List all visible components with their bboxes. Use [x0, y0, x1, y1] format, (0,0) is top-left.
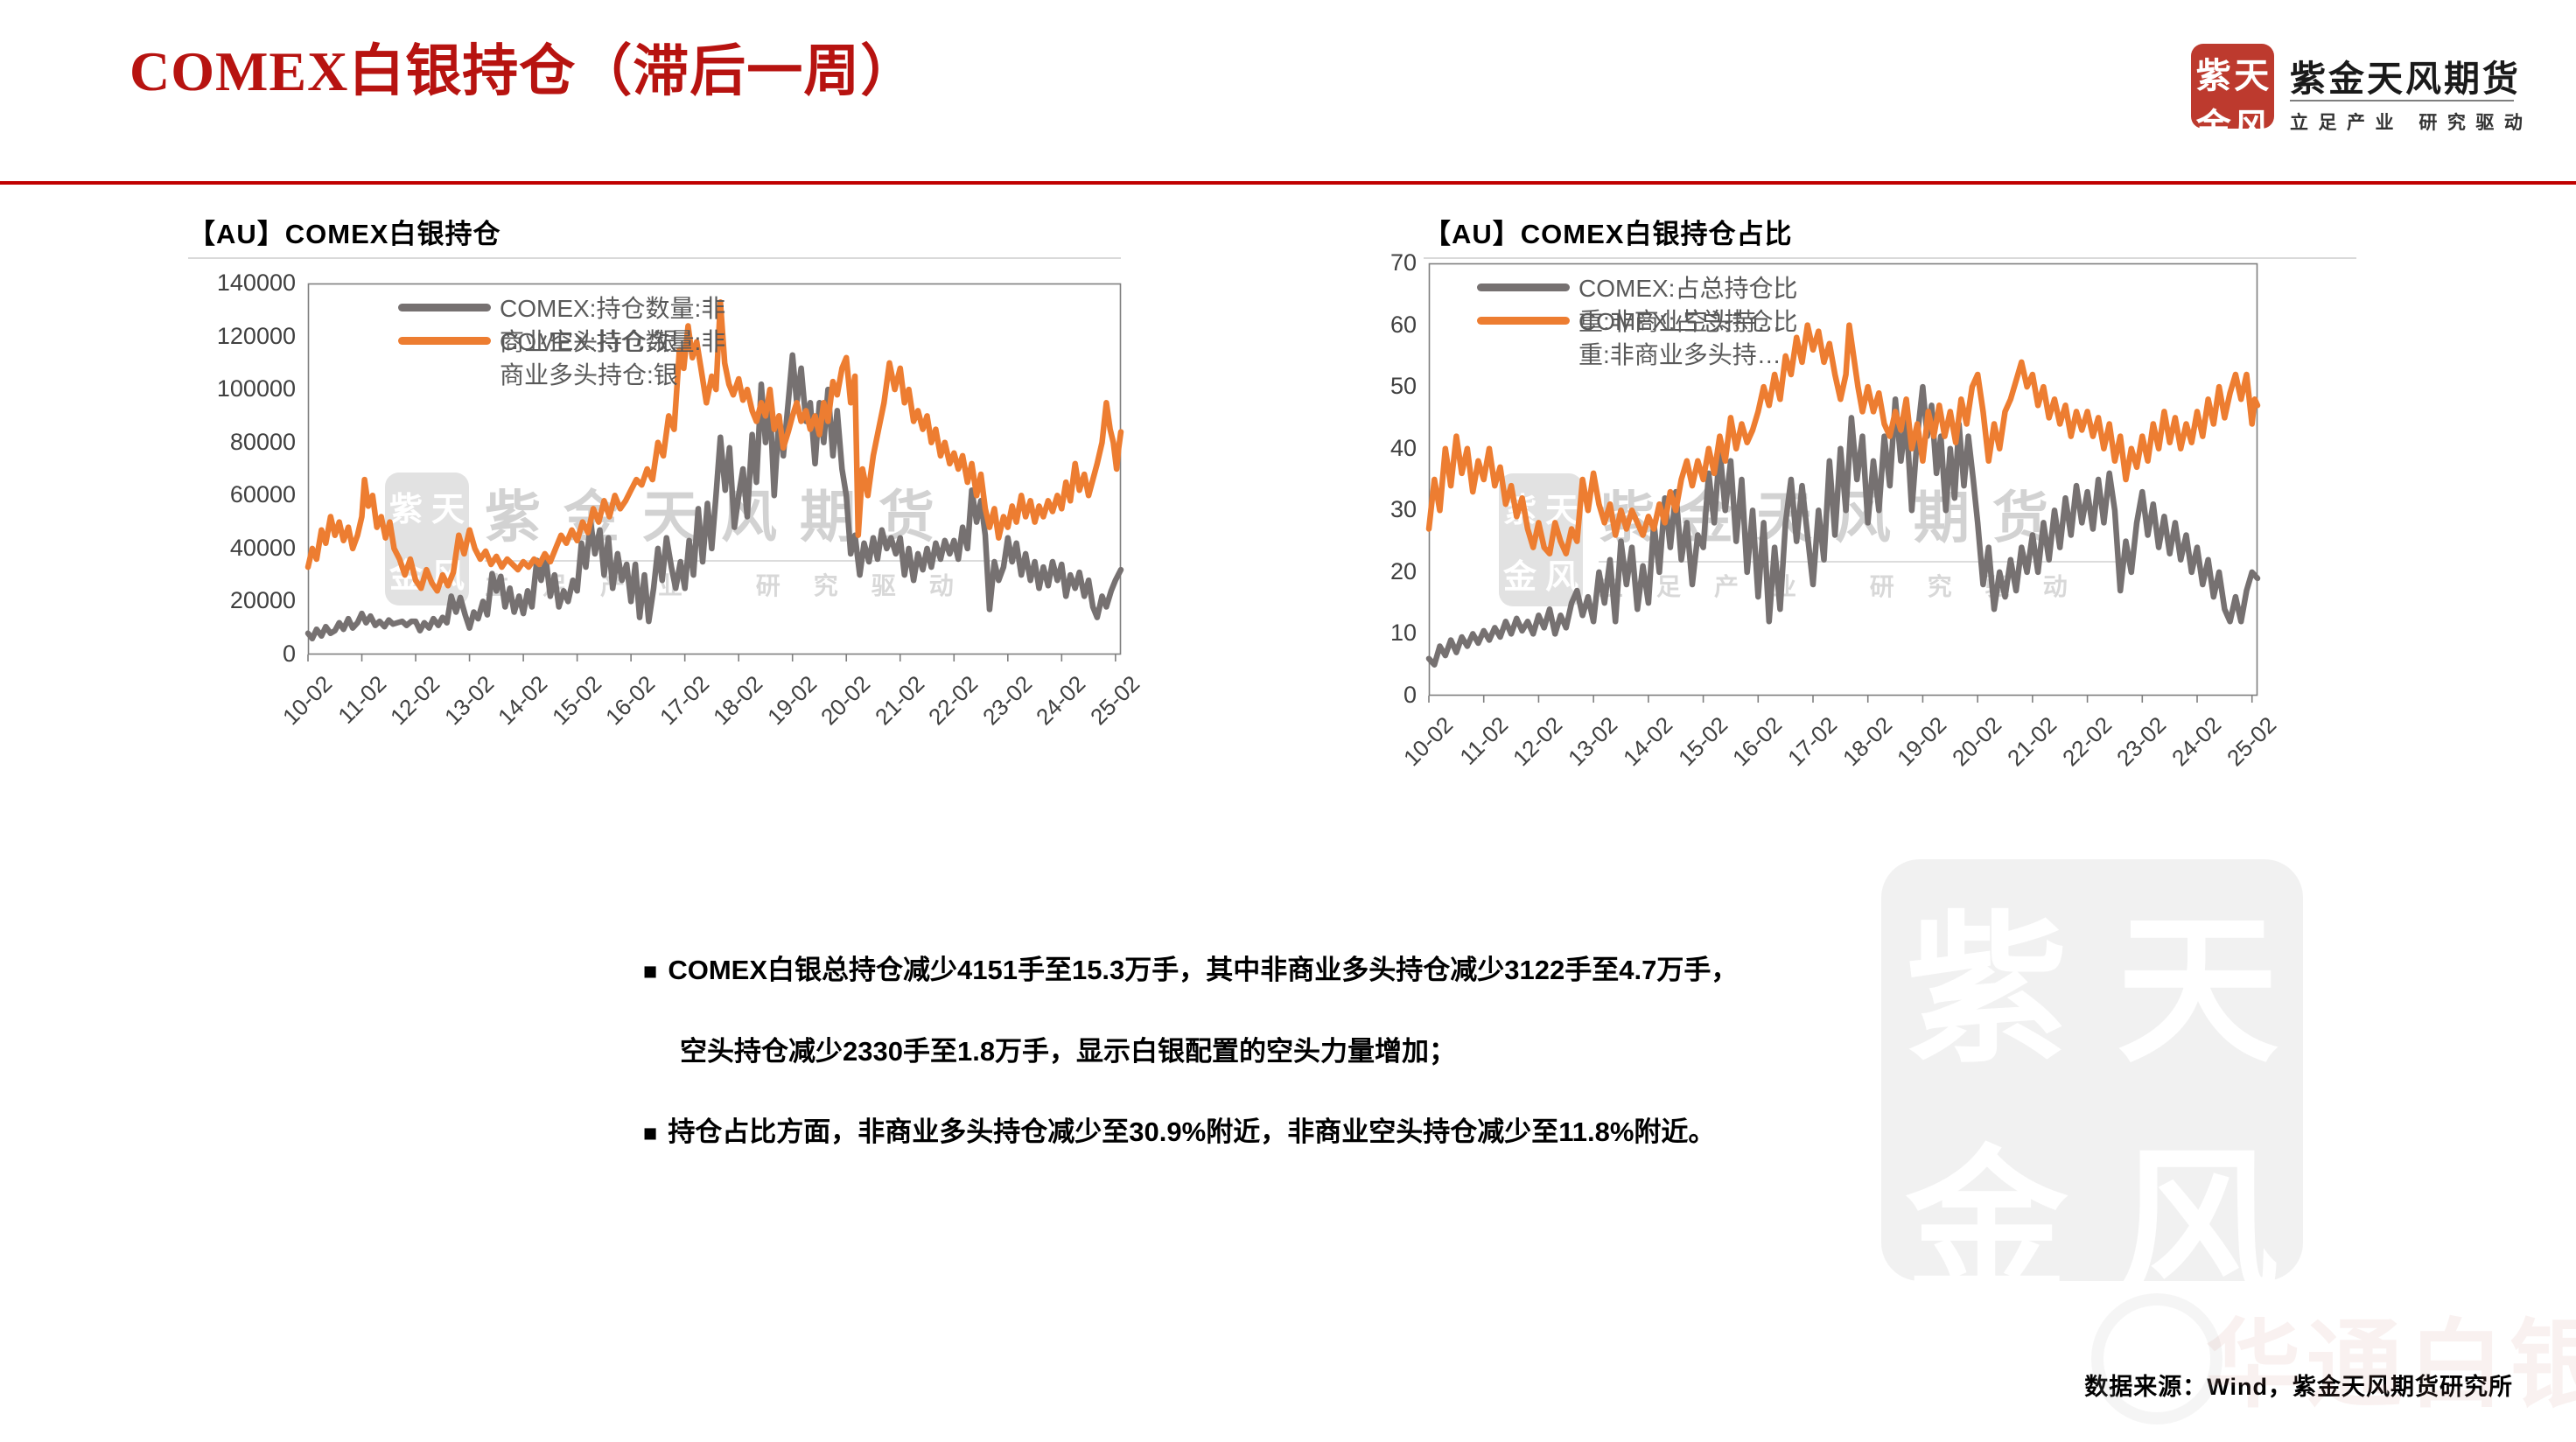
- bullet-1-line-2: 空头持仓减少2330手至1.8万手，显示白银配置的空头力量增加；: [680, 1036, 1457, 1067]
- x-tick-label: 12-02: [385, 670, 445, 731]
- seal-char: 风: [2234, 107, 2270, 146]
- y-tick-label: 30: [1390, 496, 1417, 523]
- site-watermark: 华通白银网: [2205, 1312, 2576, 1419]
- legend-label: COMEX:占总持仓比 重:非商业多头持…: [1578, 308, 1798, 368]
- chart2-title: 【AU】COMEX白银持仓占比: [1424, 219, 1793, 249]
- y-tick-label: 120000: [216, 322, 296, 349]
- brand-divider: [2290, 100, 2514, 102]
- x-tick-label: 24-02: [1031, 670, 1091, 731]
- x-tick-label: 25-02: [2221, 711, 2281, 772]
- x-tick-label: 11-02: [1454, 711, 1513, 770]
- x-tick-label: 10-02: [1397, 711, 1459, 772]
- legend-swatch-long_orange: [1477, 317, 1570, 325]
- x-tick-label: 18-02: [1837, 711, 1897, 772]
- x-tick-label: 13-02: [438, 670, 499, 731]
- brand-slogan: 立足产业 研究驱动: [2290, 113, 2533, 133]
- chart1-title-underline: [188, 257, 1121, 259]
- x-tick-label: 15-02: [1672, 711, 1732, 772]
- x-tick-label: 13-02: [1563, 711, 1623, 772]
- x-tick-label: 21-02: [2001, 711, 2062, 772]
- legend-entry: COMEX:占总持仓比 重:非商业多头持…: [1477, 305, 1797, 372]
- x-tick-label: 21-02: [869, 670, 929, 731]
- chart2-plot-area: 紫天 金风 紫金天风期货 立足产业 研究驱动 70 60 50 40 30 20 10 0 10…: [1390, 249, 2281, 771]
- legend-label: COMEX:持仓数量:非 商业多头持仓:银: [500, 328, 726, 388]
- x-tick-label: 23-02: [976, 670, 1038, 731]
- chart-canvas: [304, 283, 1124, 662]
- y-tick-label: 140000: [216, 270, 296, 296]
- y-tick-label: 0: [282, 640, 296, 667]
- y-tick-label: 20: [1390, 557, 1417, 584]
- x-tick-label: 20-02: [816, 670, 876, 731]
- series-line-long_orange: [304, 298, 1124, 594]
- x-tick-label: 23-02: [2111, 711, 2172, 772]
- seal-char: 天: [2234, 56, 2270, 95]
- x-tick-label: 20-02: [1947, 711, 2007, 772]
- plot-border: [307, 283, 1122, 655]
- x-tick-label: 10-02: [276, 670, 338, 731]
- chart1-plot-area: 紫天 金风 紫金天风期货 立足产业 研究驱动 140000 120000 10000…: [217, 270, 1144, 730]
- x-tick-label: 11-02: [332, 670, 391, 729]
- bullet-2: ■ 持仓占比方面，非商业多头持仓减少至30.9%附近，非商业空头持仓减少至11.8…: [643, 1116, 1716, 1147]
- x-tick-label: 14-02: [493, 670, 553, 731]
- y-tick-label: 60000: [229, 481, 296, 508]
- x-tick-label: 17-02: [654, 670, 714, 731]
- brand-seal-icon: 紫 天 金 风: [2191, 44, 2274, 146]
- x-tick-label: 24-02: [2166, 711, 2227, 772]
- chart2-title-underline: [1424, 257, 2356, 259]
- data-source-note: 数据来源：Wind，紫金天风期货研究所: [2084, 1374, 2513, 1400]
- y-tick-label: 0: [1403, 682, 1417, 708]
- x-tick-label: 25-02: [1084, 670, 1145, 731]
- bullet-square-icon: ■: [643, 958, 658, 984]
- bullet-1-line-1: ■ COMEX白银总持仓减少4151手至15.3万手，其中非商业多头持仓减少312…: [643, 955, 1739, 985]
- x-tick-label: 22-02: [923, 670, 984, 731]
- chart-canvas: [1425, 262, 2261, 703]
- legend-entry: COMEX:占总持仓比 重:非商业空头持…: [1477, 272, 1797, 339]
- bullet-square-icon: ■: [643, 1120, 658, 1146]
- legend-swatch-short_gray: [1477, 284, 1570, 291]
- summary-bullets: ■ COMEX白银总持仓减少4151手至15.3万手，其中非商业多头持仓减少312…: [643, 930, 1973, 1173]
- series-line-short_gray: [304, 352, 1124, 642]
- title-divider-rule: [0, 181, 2576, 185]
- x-tick-label: 14-02: [1617, 711, 1678, 772]
- chart1-title: 【AU】COMEX白银持仓: [188, 219, 501, 249]
- page-title: COMEX白银持仓（滞后一周）: [130, 40, 918, 102]
- legend-entry: COMEX:持仓数量:非 商业空头持仓:银: [398, 292, 725, 359]
- y-tick-label: 60: [1390, 311, 1417, 338]
- y-tick-label: 40: [1390, 434, 1417, 461]
- legend-entry: COMEX:持仓数量:非 商业多头持仓:银: [398, 326, 725, 392]
- x-tick-label: 22-02: [2056, 711, 2117, 772]
- x-tick-label: 17-02: [1782, 711, 1843, 772]
- series-line-long_orange: [1425, 322, 2261, 556]
- seal-char: 金: [2195, 107, 2231, 146]
- x-tick-label: 19-02: [1892, 711, 1952, 772]
- y-tick-label: 40000: [229, 534, 296, 561]
- legend-swatch-short_gray: [398, 304, 491, 312]
- y-tick-label: 70: [1390, 249, 1417, 276]
- y-tick-label: 20000: [229, 587, 296, 614]
- x-tick-label: 18-02: [708, 670, 768, 731]
- y-tick-label: 80000: [229, 428, 296, 455]
- legend-swatch-long_orange: [398, 337, 491, 345]
- y-tick-label: 100000: [216, 375, 296, 402]
- y-tick-label: 50: [1390, 373, 1417, 400]
- series-line-short_gray: [1425, 383, 2261, 668]
- y-tick-label: 10: [1390, 620, 1417, 647]
- brand-name: 紫金天风期货: [2290, 59, 2521, 99]
- x-tick-label: 16-02: [600, 670, 661, 731]
- seal-char: 紫: [2195, 56, 2231, 95]
- x-tick-label: 12-02: [1508, 711, 1568, 772]
- legend-label: COMEX:持仓数量:非 商业空头持仓:银: [500, 295, 726, 355]
- x-tick-label: 19-02: [761, 670, 822, 731]
- site-watermark-ring-icon: [2091, 1293, 2222, 1424]
- plot-border: [1428, 262, 2258, 696]
- legend-label: COMEX:占总持仓比 重:非商业空头持…: [1578, 275, 1798, 335]
- x-tick-label: 16-02: [1727, 711, 1788, 772]
- x-tick-label: 15-02: [546, 670, 606, 731]
